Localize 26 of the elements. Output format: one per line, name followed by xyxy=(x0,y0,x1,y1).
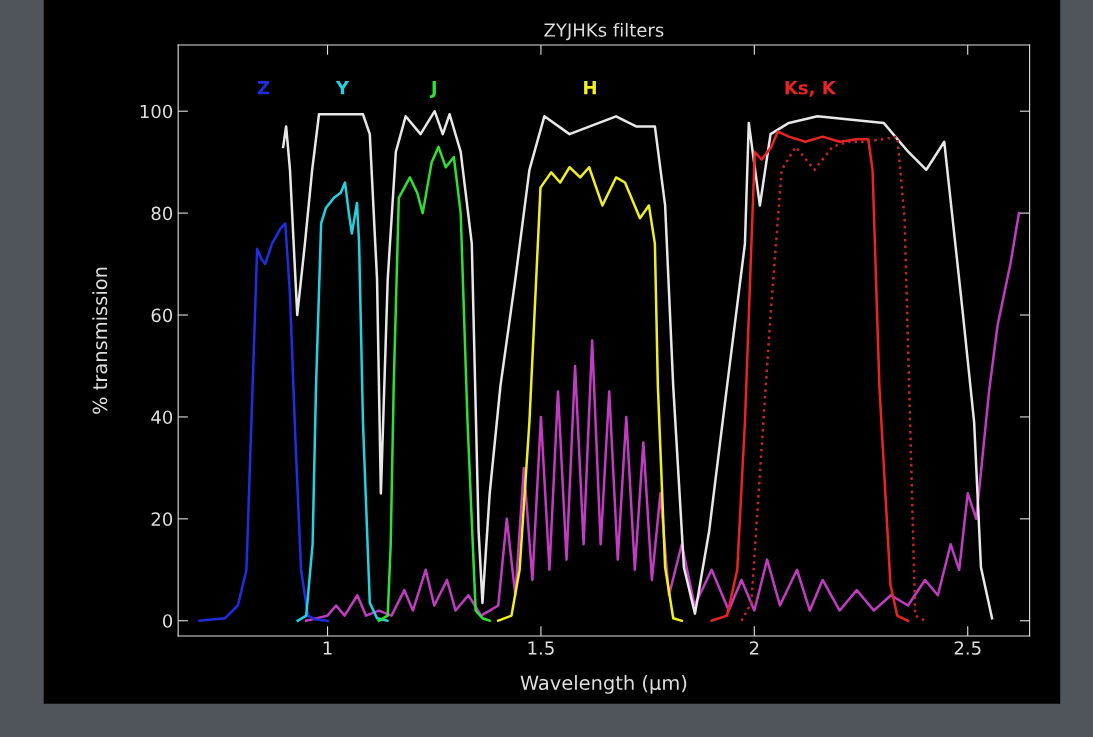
x-tick-label: 1 xyxy=(323,641,332,655)
y-tick-label: 80 xyxy=(151,206,173,221)
chart-title: ZYJHKs filters xyxy=(544,22,664,41)
y-tick-label: 60 xyxy=(151,308,173,323)
y-axis-title: % transmission xyxy=(92,267,108,414)
line-series xyxy=(740,135,927,622)
line-series xyxy=(296,181,389,622)
line-series xyxy=(377,145,491,622)
y-tick-label: 100 xyxy=(140,104,173,119)
line-series xyxy=(710,130,910,622)
text: Y xyxy=(335,81,350,95)
text: Z xyxy=(257,81,270,95)
series-label: Ks, K xyxy=(785,81,837,97)
text: H xyxy=(584,81,596,95)
x-tick-label: 2.5 xyxy=(954,641,981,655)
x-tick-label: 1.5 xyxy=(528,641,554,655)
x-axis-title: Wavelength (μm) xyxy=(520,675,687,694)
x-tick-label: 2 xyxy=(749,641,759,655)
y-tick-label: 0 xyxy=(163,614,173,628)
y-tick-label: 20 xyxy=(151,512,173,526)
text: J xyxy=(429,81,436,98)
line-series xyxy=(281,109,994,620)
line-series xyxy=(198,222,329,622)
line-series xyxy=(497,166,684,622)
line-series xyxy=(304,211,1021,622)
y-tick-label: 40 xyxy=(151,410,173,425)
